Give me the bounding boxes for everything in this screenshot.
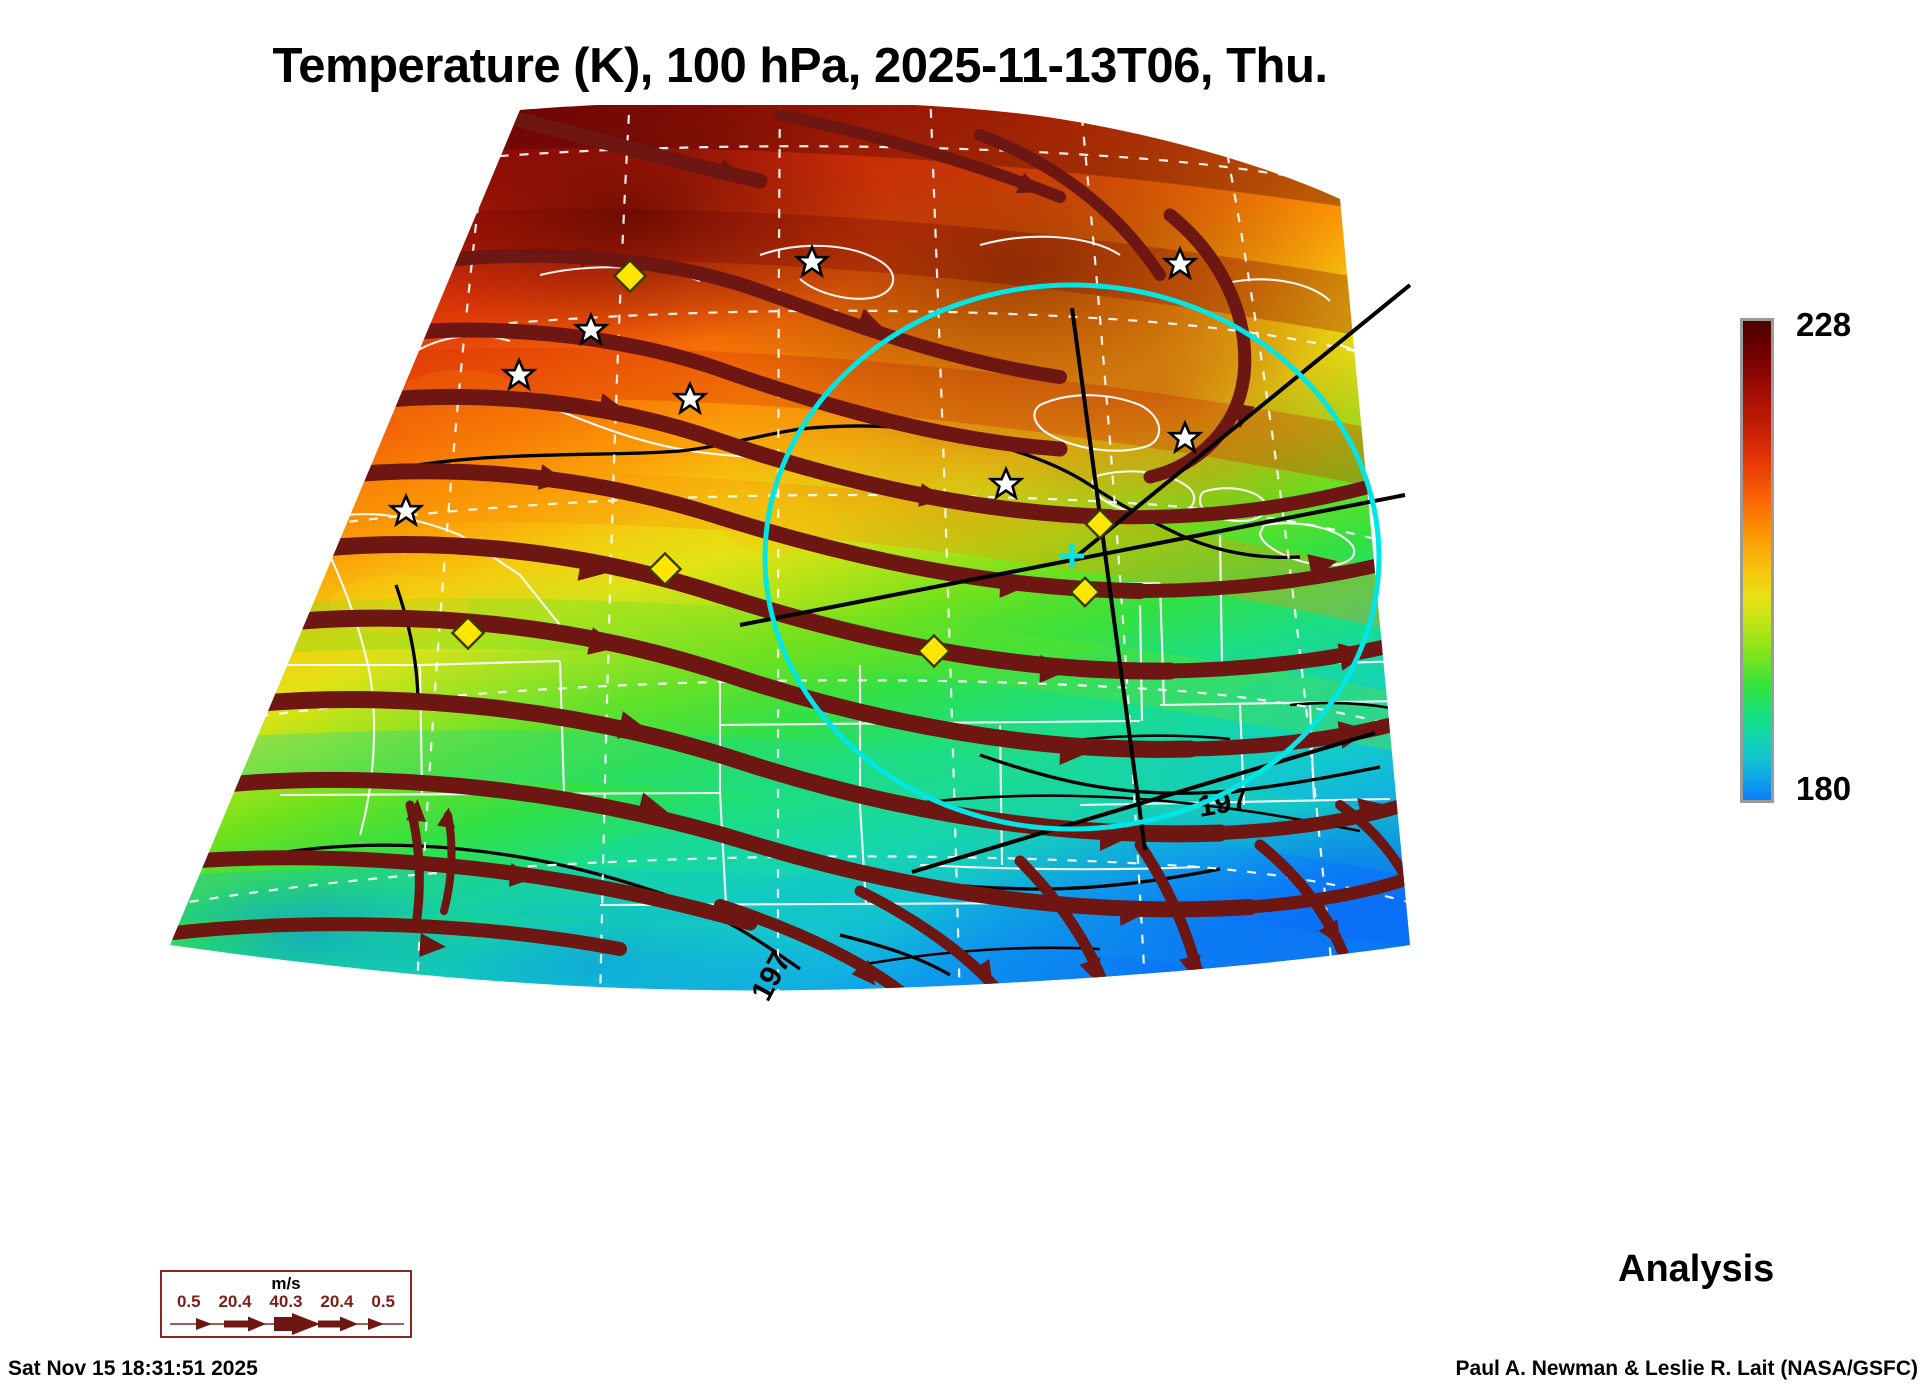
page-title: Temperature (K), 100 hPa, 2025-11-13T06,… [272,39,1328,93]
wind-value-3: 40.3 [269,1292,303,1311]
radial-lines [739,283,1412,874]
wind-value-5: 0.5 [371,1292,395,1311]
diamond-marker[interactable] [916,633,952,669]
wind-arrow-scale [170,1313,404,1335]
diamond-marker[interactable] [647,551,683,587]
temperature-map[interactable]: 197 197 [160,105,1420,1005]
star-marker[interactable] [1166,419,1204,455]
range-ring-overlay[interactable] [739,282,1412,874]
map-panel[interactable]: 197 197 [160,105,1420,1005]
star-marker[interactable] [387,492,425,528]
diamond-marker[interactable] [1084,508,1116,540]
white-star-stations[interactable] [387,243,1204,528]
cyan-range-circle [762,282,1382,832]
star-marker[interactable] [793,243,831,279]
colorbar-min-label: 180 [1796,770,1852,807]
star-marker[interactable] [987,465,1025,501]
generation-timestamp: Sat Nov 15 18:31:51 2025 [8,1357,258,1380]
diamond-marker[interactable] [612,258,648,294]
station-markers[interactable] [387,243,1204,669]
colorbar-max-label: 228 [1796,306,1852,343]
wind-unit-label: m/s [271,1274,301,1293]
wind-value-2: 20.4 [218,1292,252,1311]
yellow-diamond-stations[interactable] [450,258,1116,669]
diamond-marker[interactable] [450,615,486,651]
wind-scale-values: 0.5 20.4 40.3 20.4 0.5 [162,1292,410,1312]
star-marker[interactable] [671,380,709,416]
author-credit: Paul A. Newman & Leslie R. Lait (NASA/GS… [1455,1357,1918,1380]
streamline-arrowheads [406,158,1388,986]
star-marker[interactable] [500,356,538,392]
star-marker[interactable] [572,311,610,347]
wind-value-1: 0.5 [176,1292,201,1311]
wind-speed-legend: m/s 0.5 20.4 40.3 20.4 0.5 [160,1270,412,1338]
colorbar-group: 228 180 [1740,306,1920,808]
cyan-center-marker [1060,544,1084,568]
analysis-label: Analysis [1618,1248,1775,1290]
wind-value-4: 20.4 [320,1292,354,1311]
star-marker[interactable] [1161,245,1199,281]
diamond-marker[interactable] [1069,576,1101,608]
temperature-colorbar[interactable] [1740,318,1774,803]
